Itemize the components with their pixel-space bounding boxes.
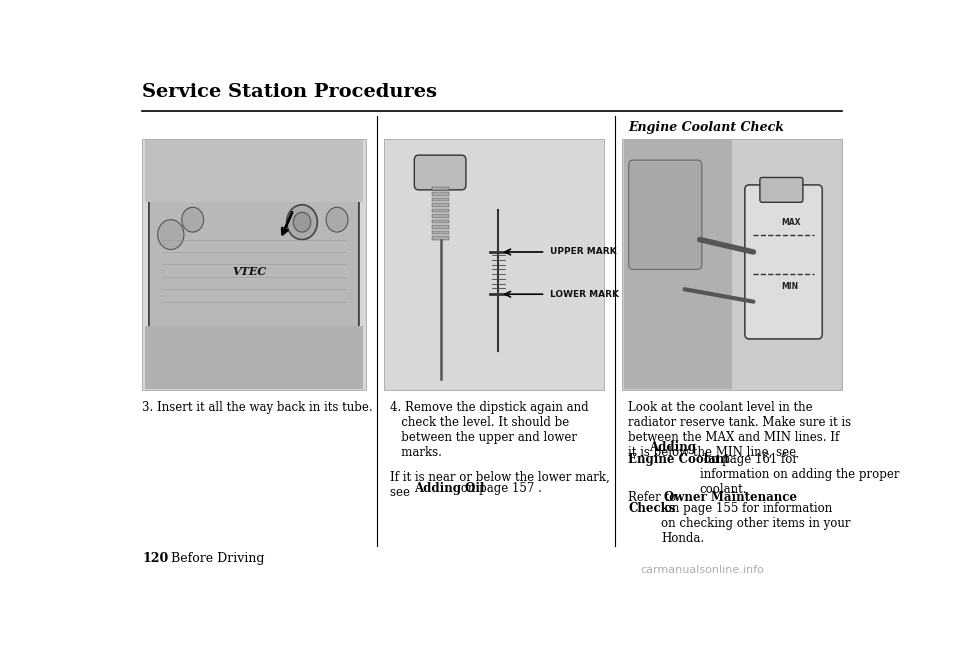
Text: UPPER MARK: UPPER MARK	[550, 247, 616, 257]
Circle shape	[181, 207, 204, 232]
Text: 120: 120	[142, 552, 169, 565]
Circle shape	[157, 219, 184, 249]
Bar	[431, 225, 448, 229]
Text: on page 161 for
information on adding the proper
coolant.: on page 161 for information on adding th…	[700, 453, 900, 496]
FancyBboxPatch shape	[415, 155, 466, 190]
Text: MAX: MAX	[781, 217, 801, 227]
Bar	[622, 138, 842, 390]
FancyBboxPatch shape	[745, 185, 823, 339]
Bar	[145, 326, 363, 389]
Text: Before Driving: Before Driving	[171, 552, 264, 565]
Text: 4. Remove the dipstick again and
   check the level. It should be
   between the: 4. Remove the dipstick again and check t…	[390, 401, 588, 459]
Text: LOWER MARK: LOWER MARK	[550, 290, 619, 298]
Bar	[145, 140, 363, 202]
Bar	[431, 236, 448, 240]
Bar	[431, 187, 448, 191]
Text: on page 157 .: on page 157 .	[457, 482, 541, 495]
Text: If it is near or below the lower mark,
see: If it is near or below the lower mark, s…	[390, 471, 610, 498]
Text: on page 155 for information
on checking other items in your
Honda.: on page 155 for information on checking …	[660, 502, 851, 545]
Text: Adding: Adding	[649, 441, 696, 454]
Text: Checks: Checks	[628, 502, 676, 515]
Text: Service Station Procedures: Service Station Procedures	[142, 83, 438, 101]
Bar	[431, 198, 448, 201]
Bar	[431, 203, 448, 207]
Circle shape	[294, 212, 311, 232]
Bar	[384, 138, 604, 390]
Bar	[431, 214, 448, 217]
FancyBboxPatch shape	[629, 160, 702, 270]
Bar	[431, 193, 448, 196]
Text: carmanualsonline.info: carmanualsonline.info	[641, 565, 765, 575]
Circle shape	[326, 207, 348, 232]
Text: Engine Coolant: Engine Coolant	[628, 453, 730, 466]
Bar	[142, 138, 366, 390]
Bar	[431, 219, 448, 223]
Text: Look at the coolant level in the
radiator reserve tank. Make sure it is
between : Look at the coolant level in the radiato…	[628, 401, 852, 459]
Bar	[431, 231, 448, 234]
Circle shape	[287, 205, 318, 240]
Text: VTEC: VTEC	[232, 266, 267, 278]
Text: Owner Maintenance: Owner Maintenance	[664, 490, 797, 503]
FancyBboxPatch shape	[149, 195, 359, 334]
Text: Engine Coolant Check: Engine Coolant Check	[628, 121, 784, 134]
Text: 3. Insert it all the way back in its tube.: 3. Insert it all the way back in its tub…	[142, 401, 372, 414]
FancyBboxPatch shape	[760, 178, 803, 202]
Bar	[431, 209, 448, 212]
Bar	[624, 140, 732, 389]
Text: Refer to: Refer to	[628, 490, 680, 503]
Text: Adding Oil: Adding Oil	[414, 482, 484, 495]
Text: MIN: MIN	[781, 282, 799, 291]
